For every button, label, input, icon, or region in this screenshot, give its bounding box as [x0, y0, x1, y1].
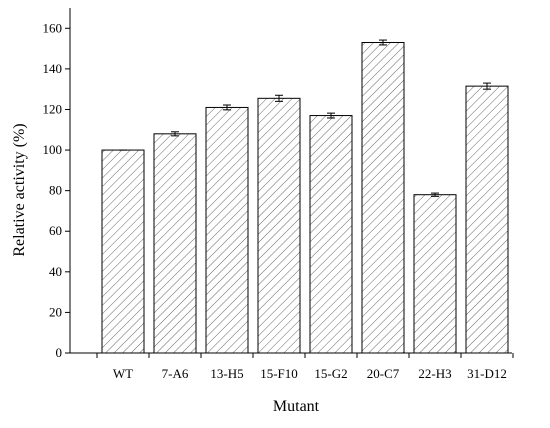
bar: [413, 194, 457, 354]
x-tick-label: 31-D12: [467, 366, 507, 381]
x-tick-label: WT: [113, 366, 133, 381]
y-tick-label: 140: [43, 61, 63, 76]
y-axis-title: Relative activity (%): [11, 123, 28, 256]
y-tick-label: 20: [49, 304, 62, 319]
y-tick-label: 100: [43, 142, 63, 157]
bar: [309, 115, 353, 354]
y-tick-label: 40: [49, 264, 62, 279]
y-tick-label: 60: [49, 223, 62, 238]
y-tick-label: 120: [43, 101, 63, 116]
x-tick-label: 15-F10: [260, 366, 298, 381]
x-tick-label: 15-G2: [314, 366, 347, 381]
bar: [101, 149, 145, 354]
y-tick-label: 160: [43, 20, 63, 35]
bar: [361, 42, 405, 354]
bar: [153, 133, 197, 354]
x-tick-label: 13-H5: [210, 366, 243, 381]
x-axis-title: Mutant: [273, 398, 320, 415]
x-tick-label: 22-H3: [418, 366, 451, 381]
bar: [205, 106, 249, 354]
y-tick-label: 80: [49, 183, 62, 198]
x-tick-label: 7-A6: [162, 366, 189, 381]
y-tick-label: 0: [56, 345, 63, 360]
x-tick-label: 20-C7: [367, 366, 400, 381]
bar: [257, 97, 301, 354]
bar: [465, 85, 509, 354]
